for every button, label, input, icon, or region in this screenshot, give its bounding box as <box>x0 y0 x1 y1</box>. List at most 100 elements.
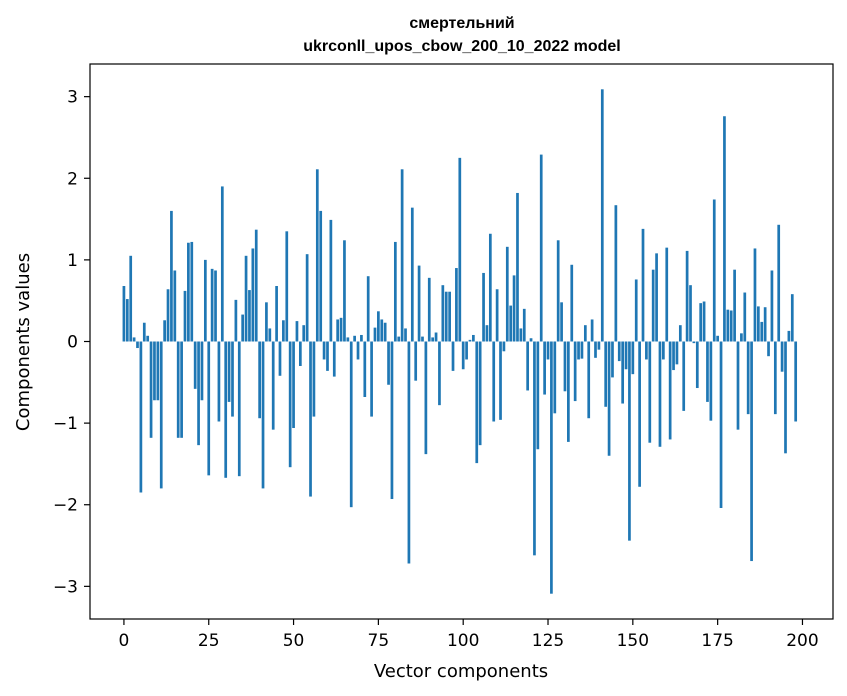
bar-component-44 <box>271 341 275 430</box>
bar-component-184 <box>746 341 750 415</box>
bar-component-160 <box>665 247 669 342</box>
bar-component-11 <box>159 341 163 489</box>
x-tick-label: 100 <box>447 631 479 651</box>
bar-component-187 <box>757 306 760 342</box>
bar-component-39 <box>254 229 258 342</box>
bar-component-171 <box>702 301 706 342</box>
bar-component-107 <box>485 325 489 342</box>
bar-component-149 <box>628 341 631 541</box>
bar-component-58 <box>319 210 323 342</box>
bar-component-78 <box>387 341 390 385</box>
chart-title-line-1: смертельний <box>409 15 514 32</box>
bar-component-42 <box>265 302 268 342</box>
bar-component-175 <box>716 335 719 342</box>
bar-component-62 <box>332 341 336 377</box>
bar-component-57 <box>315 169 319 342</box>
bar-component-122 <box>536 341 540 450</box>
bar-component-137 <box>587 341 591 419</box>
bar-component-131 <box>567 341 570 442</box>
bar-component-67 <box>349 341 353 508</box>
bar-component-150 <box>631 341 635 375</box>
bar-component-173 <box>709 341 713 421</box>
bar-component-34 <box>237 341 241 477</box>
bar-component-70 <box>360 334 363 342</box>
bar-component-60 <box>326 341 329 371</box>
bar-component-114 <box>509 305 513 342</box>
bar-component-113 <box>505 246 509 342</box>
bar-component-105 <box>478 341 482 446</box>
bar-component-55 <box>309 341 312 497</box>
x-tick-label: 25 <box>198 631 220 651</box>
bar-component-117 <box>519 328 523 342</box>
bar-component-79 <box>390 341 394 500</box>
bars-group <box>122 89 798 594</box>
bar-component-182 <box>740 333 743 342</box>
bar-component-148 <box>624 341 628 370</box>
bar-component-156 <box>651 269 655 342</box>
y-tick-label: −1 <box>53 414 78 434</box>
bar-component-41 <box>261 341 265 489</box>
bar-component-133 <box>573 341 577 402</box>
bar-component-46 <box>278 341 282 376</box>
bar-component-43 <box>268 328 272 342</box>
bar-component-185 <box>750 341 753 562</box>
bar-component-65 <box>343 240 346 342</box>
bar-component-186 <box>753 248 757 342</box>
bar-component-97 <box>451 341 455 371</box>
bar-component-12 <box>163 320 166 342</box>
bar-component-35 <box>241 314 245 342</box>
bar-component-119 <box>526 341 530 391</box>
bar-component-178 <box>726 309 730 342</box>
bar-component-145 <box>614 205 618 342</box>
bar-component-138 <box>590 319 594 342</box>
bar-component-0 <box>122 286 126 342</box>
bar-component-134 <box>577 341 580 360</box>
bar-component-158 <box>658 341 662 447</box>
bar-component-163 <box>675 341 679 365</box>
bar-component-194 <box>780 341 784 372</box>
bar-component-49 <box>288 341 292 468</box>
bar-component-21 <box>193 341 197 389</box>
bar-component-181 <box>736 341 740 430</box>
bar-component-31 <box>227 341 231 402</box>
bar-component-154 <box>645 341 648 360</box>
y-tick-label: −2 <box>53 496 78 516</box>
bar-component-99 <box>458 157 462 342</box>
bar-component-195 <box>784 341 787 454</box>
bar-component-84 <box>407 341 411 564</box>
bar-component-40 <box>258 341 261 419</box>
bar-component-77 <box>383 322 387 342</box>
bar-component-54 <box>305 254 309 342</box>
bar-component-152 <box>638 341 641 487</box>
bar-component-108 <box>488 233 492 342</box>
bar-component-45 <box>275 286 278 342</box>
plot-area-frame <box>89 63 834 620</box>
bar-component-101 <box>465 341 468 360</box>
bar-component-71 <box>363 341 367 397</box>
bar-component-85 <box>410 207 414 342</box>
bar-component-13 <box>166 289 170 342</box>
bar-component-123 <box>539 154 543 342</box>
bar-component-81 <box>397 336 401 342</box>
bar-component-180 <box>733 269 736 342</box>
bar-component-128 <box>556 240 560 342</box>
bar-component-53 <box>302 325 306 342</box>
bar-component-144 <box>611 341 614 378</box>
x-tick-label: 200 <box>786 631 818 651</box>
bar-component-1 <box>125 299 129 342</box>
bar-component-4 <box>136 341 139 349</box>
bar-component-189 <box>763 307 767 342</box>
bar-component-157 <box>655 253 658 342</box>
bar-component-30 <box>224 341 228 478</box>
x-tick-label: 0 <box>119 631 130 651</box>
y-tick-label: 2 <box>67 169 78 189</box>
bar-component-14 <box>170 210 173 342</box>
bar-component-192 <box>773 341 777 415</box>
bar-component-50 <box>292 341 295 429</box>
bar-component-37 <box>248 290 251 342</box>
bar-component-170 <box>699 303 703 342</box>
bar-component-68 <box>353 335 356 342</box>
bar-component-155 <box>648 341 652 443</box>
bar-component-169 <box>695 341 699 389</box>
